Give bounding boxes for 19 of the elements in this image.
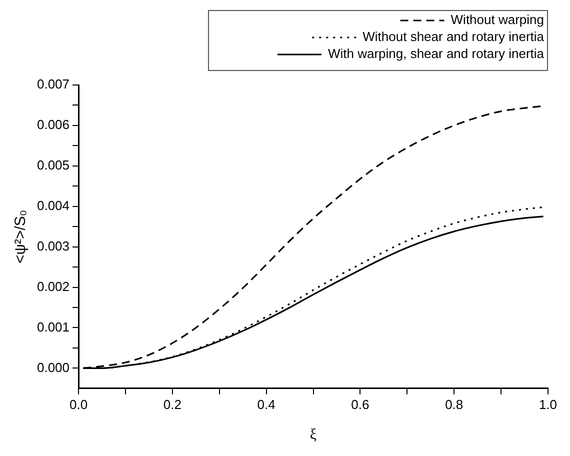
y-tick-label: 0.000 — [36, 360, 70, 375]
y-tick-label: 0.003 — [36, 238, 70, 254]
x-tick-label: 0.8 — [445, 396, 464, 412]
x-tick-label: 0.4 — [257, 396, 276, 412]
x-axis-title: ξ — [310, 426, 317, 443]
legend-label: Without shear and rotary inertia — [362, 29, 545, 44]
y-tick-label: 0.006 — [36, 117, 70, 132]
x-tick-label: 0.6 — [351, 396, 370, 412]
x-tick-label: 0.0 — [69, 396, 88, 412]
x-tick-label: 1.0 — [538, 396, 558, 412]
y-tick-label: 0.005 — [36, 157, 70, 172]
x-tick-label: 0.2 — [163, 396, 182, 412]
y-tick-label: 0.007 — [36, 76, 70, 92]
legend-label: With warping, shear and rotary inertia — [328, 46, 545, 62]
legend-label: Without warping — [450, 12, 544, 28]
y-axis-title: <ψ²>/S₀ — [12, 210, 30, 264]
y-tick-label: 0.004 — [36, 198, 70, 213]
y-tick-label: 0.001 — [36, 319, 70, 334]
y-tick-label: 0.002 — [36, 278, 70, 294]
